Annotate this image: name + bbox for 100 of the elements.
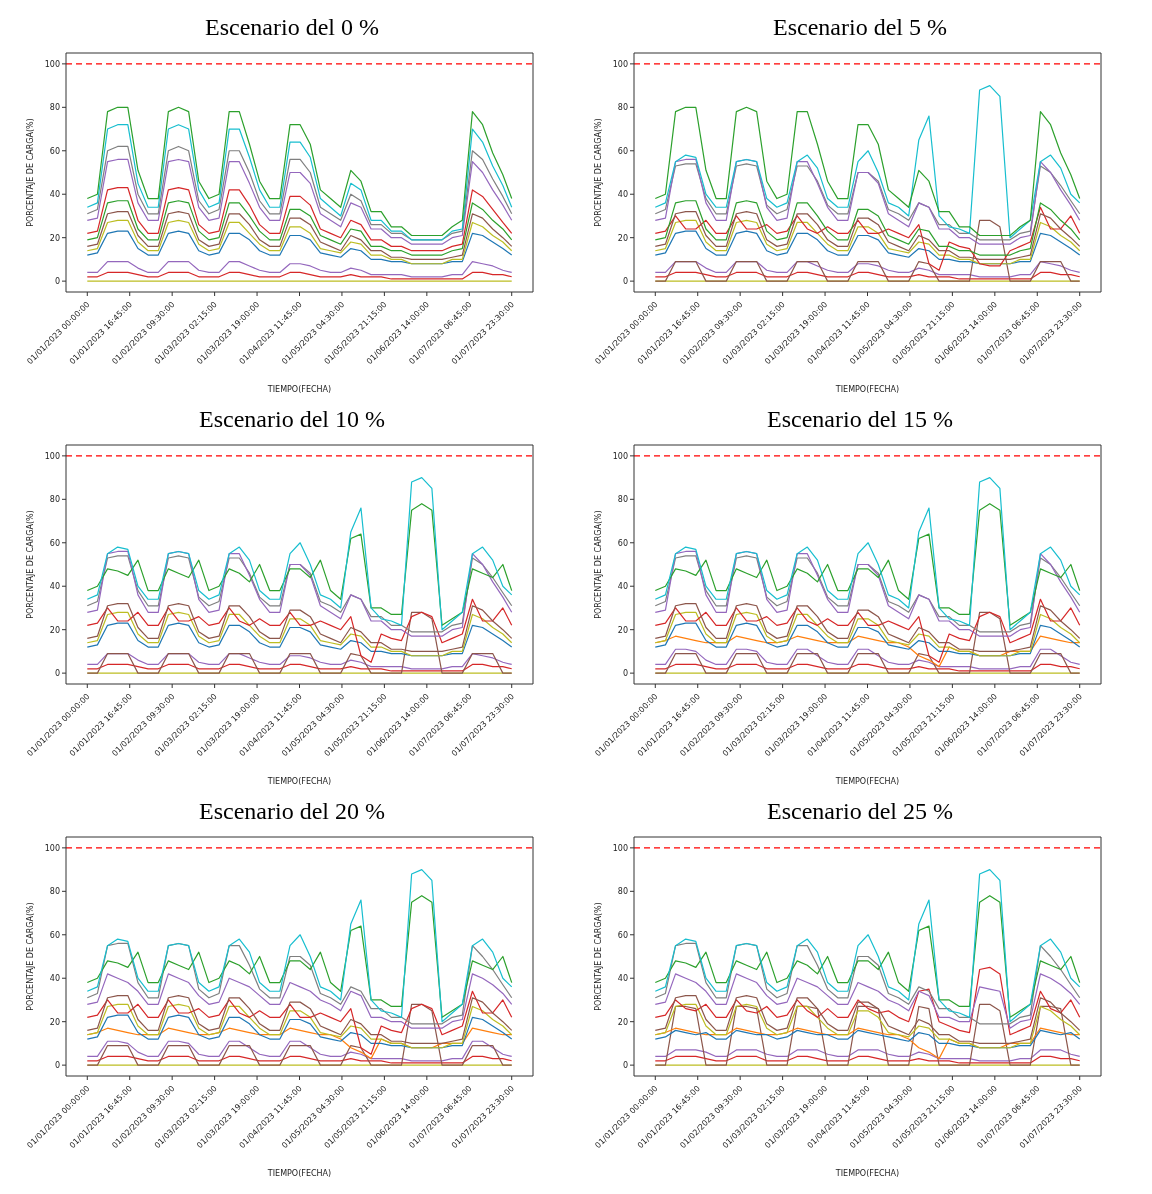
x-axis-title: TIEMPO(FECHA) — [834, 777, 900, 786]
line-series — [654, 1055, 1081, 1064]
y-tick-label: 80 — [49, 887, 60, 897]
line-series — [86, 942, 513, 1025]
x-axis-title: TIEMPO(FECHA) — [834, 1169, 900, 1178]
line-series — [654, 611, 1081, 657]
line-series — [654, 106, 1081, 237]
chart-title: Escenario del 5 % — [772, 13, 948, 42]
y-tick-label: 0 — [54, 1060, 60, 1070]
chart-title: Escenario del 0 % — [204, 13, 380, 42]
line-series — [654, 868, 1081, 1023]
line-series — [654, 84, 1081, 239]
line-series — [654, 942, 1081, 1025]
y-tick-label: 80 — [617, 495, 628, 505]
y-axis-title: PORCENTAJE DE CARGA(%) — [593, 902, 603, 1011]
y-axis-title: PORCENTAJE DE CARGA(%) — [25, 902, 35, 1011]
line-series — [654, 663, 1081, 672]
y-tick-label: 60 — [617, 146, 628, 156]
y-tick-label: 20 — [49, 1017, 60, 1027]
x-axis-title: TIEMPO(FECHA) — [266, 1169, 332, 1178]
y-tick-label: 40 — [617, 190, 628, 200]
line-series — [86, 476, 513, 631]
line-series — [86, 271, 513, 280]
y-tick-label: 60 — [49, 146, 60, 156]
line-series — [86, 1040, 513, 1062]
line-series — [86, 230, 513, 265]
line-series — [654, 1029, 1081, 1049]
y-axis-title: PORCENTAJE DE CARGA(%) — [25, 510, 35, 619]
y-tick-label: 0 — [54, 276, 60, 286]
chart-title: Escenario del 25 % — [766, 797, 954, 826]
line-series — [86, 219, 513, 265]
y-tick-label: 100 — [44, 451, 60, 461]
y-tick-label: 0 — [54, 668, 60, 678]
line-series — [86, 106, 513, 237]
line-series — [654, 476, 1081, 631]
line-series — [86, 990, 513, 1055]
y-axis-title: PORCENTAJE DE CARGA(%) — [25, 118, 35, 227]
line-series — [86, 503, 513, 626]
line-series — [654, 895, 1081, 1018]
line-series — [86, 1014, 513, 1049]
x-axis-title: TIEMPO(FECHA) — [266, 385, 332, 394]
y-tick-label: 100 — [612, 843, 628, 853]
y-tick-label: 100 — [612, 451, 628, 461]
y-axis-title: PORCENTAJE DE CARGA(%) — [593, 118, 603, 227]
line-series — [86, 200, 513, 256]
y-tick-label: 20 — [617, 625, 628, 635]
line-series — [86, 1003, 513, 1049]
y-tick-label: 80 — [49, 103, 60, 113]
y-tick-label: 40 — [49, 190, 60, 200]
line-series — [86, 622, 513, 657]
y-tick-label: 80 — [617, 103, 628, 113]
x-axis-title: TIEMPO(FECHA) — [834, 385, 900, 394]
y-tick-label: 100 — [44, 59, 60, 69]
chart-title: Escenario del 10 % — [198, 405, 386, 434]
y-tick-label: 80 — [49, 495, 60, 505]
y-tick-label: 60 — [49, 930, 60, 940]
line-series — [654, 1049, 1081, 1062]
line-series — [86, 598, 513, 663]
line-series — [654, 966, 1081, 1036]
line-series — [86, 158, 513, 245]
line-series — [654, 230, 1081, 265]
y-tick-label: 20 — [49, 625, 60, 635]
y-tick-label: 20 — [617, 1017, 628, 1027]
line-series — [86, 895, 513, 1018]
y-tick-label: 40 — [49, 974, 60, 984]
line-series — [654, 648, 1081, 670]
line-series — [654, 598, 1081, 663]
line-series — [86, 145, 513, 241]
y-tick-label: 40 — [617, 974, 628, 984]
x-axis-title: TIEMPO(FECHA) — [266, 777, 332, 786]
y-tick-label: 60 — [49, 538, 60, 548]
line-series — [86, 1055, 513, 1064]
chart-title: Escenario del 20 % — [198, 797, 386, 826]
y-tick-label: 80 — [617, 887, 628, 897]
line-series — [86, 973, 513, 1029]
line-series — [654, 622, 1081, 657]
y-axis-title: PORCENTAJE DE CARGA(%) — [593, 510, 603, 619]
line-series — [654, 1003, 1081, 1049]
line-series — [86, 663, 513, 672]
line-series — [654, 503, 1081, 626]
y-tick-label: 0 — [622, 1060, 628, 1070]
y-tick-label: 60 — [617, 538, 628, 548]
line-series — [654, 206, 1081, 271]
line-series — [654, 271, 1081, 280]
y-tick-label: 0 — [622, 668, 628, 678]
y-tick-label: 20 — [617, 233, 628, 243]
line-series — [86, 187, 513, 252]
line-series — [86, 260, 513, 278]
line-series — [654, 219, 1081, 265]
y-tick-label: 100 — [612, 59, 628, 69]
line-series — [654, 200, 1081, 256]
line-series — [86, 868, 513, 1023]
chart-title: Escenario del 15 % — [766, 405, 954, 434]
line-series — [86, 611, 513, 657]
line-series — [654, 973, 1081, 1029]
line-series — [86, 211, 513, 261]
y-tick-label: 40 — [617, 582, 628, 592]
y-tick-label: 20 — [49, 233, 60, 243]
y-tick-label: 60 — [617, 930, 628, 940]
y-tick-label: 100 — [44, 843, 60, 853]
